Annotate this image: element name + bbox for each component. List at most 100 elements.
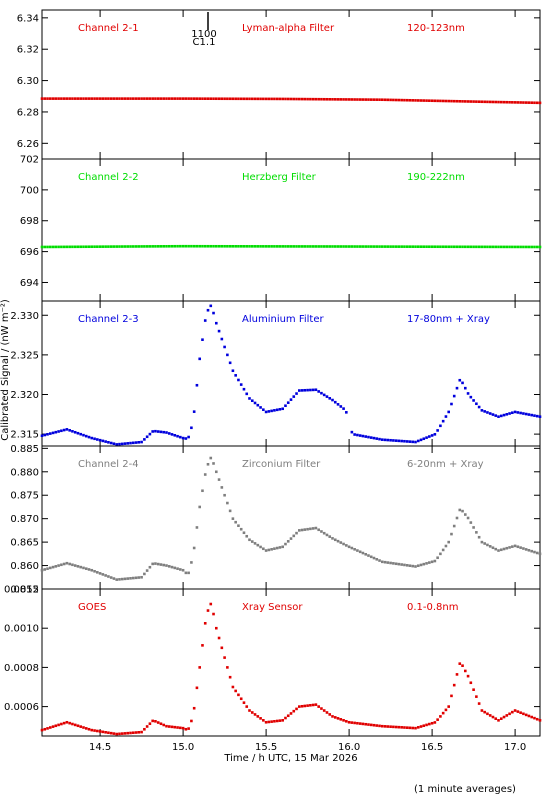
data-point [505, 245, 509, 249]
data-point [231, 369, 235, 373]
data-point [223, 345, 226, 349]
data-point [389, 245, 392, 248]
data-point [134, 245, 138, 248]
data-point [192, 244, 196, 248]
data-point [333, 716, 337, 719]
data-point [60, 97, 63, 100]
data-point [167, 565, 171, 568]
data-point [259, 97, 262, 101]
data-point [397, 562, 401, 566]
data-point [206, 244, 210, 248]
data-point [126, 245, 130, 248]
data-point [356, 433, 359, 437]
data-point [336, 717, 340, 720]
data-point [226, 244, 229, 248]
data-point [209, 97, 213, 100]
data-point [447, 540, 450, 544]
data-point [364, 435, 367, 438]
data-point [497, 245, 500, 249]
data-point [375, 98, 379, 101]
data-point [209, 456, 213, 460]
flare-marker-time: 1100 [191, 29, 216, 40]
data-point [192, 97, 196, 100]
data-point [535, 245, 539, 249]
y-tick-label: 694 [20, 278, 39, 289]
data-point [416, 245, 420, 248]
data-point [129, 731, 132, 735]
data-point [339, 718, 343, 721]
data-point [392, 562, 395, 565]
data-point [250, 399, 254, 402]
data-point [439, 424, 442, 428]
data-point [422, 437, 426, 441]
data-point [43, 727, 47, 731]
data-point [248, 245, 251, 248]
data-point [372, 98, 376, 101]
y-tick-label: 700 [20, 185, 39, 196]
data-point [461, 381, 464, 385]
data-point [535, 551, 539, 555]
data-point [93, 245, 96, 248]
data-point [278, 719, 282, 722]
data-point [115, 443, 118, 446]
data-point [190, 719, 193, 723]
data-point [264, 410, 268, 414]
data-point [469, 395, 473, 399]
data-point [447, 705, 450, 708]
data-point [275, 97, 279, 101]
data-point [320, 707, 323, 710]
data-point [295, 245, 298, 248]
data-point [90, 97, 94, 100]
data-point [414, 245, 417, 248]
data-point [134, 441, 138, 444]
data-point [372, 556, 376, 560]
data-point [342, 719, 345, 722]
data-point [450, 99, 453, 103]
data-point [165, 564, 168, 567]
data-point [107, 731, 110, 735]
data-point [120, 442, 124, 446]
data-series [40, 304, 542, 446]
data-point [286, 245, 290, 248]
data-point [328, 98, 332, 101]
data-point [201, 644, 204, 647]
data-point [477, 535, 481, 539]
data-point [475, 100, 478, 103]
y-tick-label: 0.0008 [4, 663, 39, 674]
data-point [322, 393, 326, 397]
data-point [433, 559, 437, 563]
data-point [49, 566, 52, 570]
data-point [345, 720, 348, 723]
data-point [361, 245, 365, 248]
data-point [364, 722, 367, 726]
data-point [439, 245, 442, 249]
data-point [519, 411, 522, 415]
data-point [469, 681, 473, 685]
data-point [533, 414, 536, 417]
data-point [286, 714, 290, 718]
data-point [511, 101, 514, 104]
data-point [292, 709, 296, 713]
data-point [439, 552, 442, 556]
data-point [256, 403, 260, 407]
data-point [322, 97, 326, 101]
data-point [40, 245, 44, 249]
data-point [538, 552, 542, 556]
data-point [93, 437, 96, 441]
data-point [184, 727, 188, 731]
data-point [425, 99, 428, 102]
data-point [167, 97, 171, 100]
data-point [215, 321, 218, 325]
data-point [322, 245, 326, 248]
data-point [51, 245, 55, 249]
data-point [176, 97, 179, 100]
data-point [298, 245, 301, 248]
data-point [295, 707, 298, 711]
data-point [339, 245, 343, 248]
data-point [386, 725, 390, 728]
data-point [486, 100, 489, 104]
data-point [223, 493, 226, 497]
data-point [228, 97, 232, 101]
data-point [107, 575, 110, 578]
data-point [383, 98, 387, 102]
